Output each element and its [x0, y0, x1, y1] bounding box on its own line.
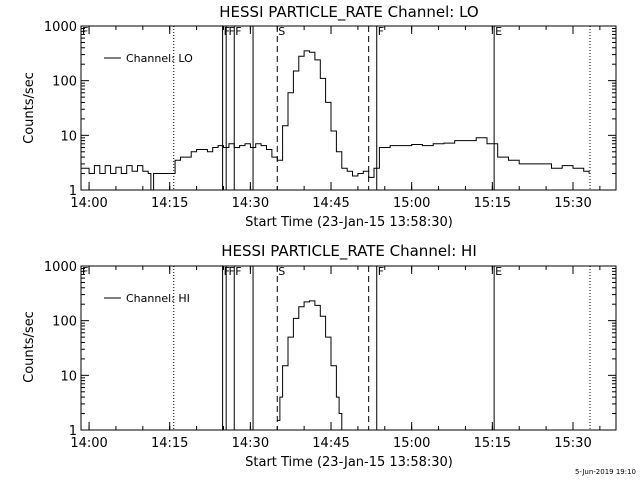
event-marker-label: F	[224, 265, 230, 278]
plot-panel-hi: HESSI PARTICLE_RATE Channel: HI Start Ti…	[22, 242, 617, 470]
y-tick-label: 1000	[44, 20, 77, 35]
chart-title: HESSI PARTICLE_RATE Channel: HI	[221, 242, 477, 261]
x-tick-label: 14:00	[70, 196, 107, 211]
event-marker-label: S	[278, 25, 285, 38]
x-tick-label: 15:30	[554, 436, 591, 451]
series-line	[81, 50, 590, 191]
y-tick-label: 1	[69, 424, 77, 439]
event-marker-label: F	[235, 25, 241, 38]
x-tick-label: 14:30	[232, 436, 269, 451]
y-axis-label: Counts/sec	[22, 72, 37, 144]
x-tick-label: 14:00	[70, 436, 107, 451]
event-marker-label: S	[278, 265, 285, 278]
x-axis-label: Start Time (23-Jan-15 13:58:30)	[245, 215, 453, 230]
x-tick-label: 14:15	[151, 436, 188, 451]
x-tick-label: 15:15	[474, 196, 511, 211]
series-line	[277, 300, 343, 430]
y-tick-label: 10	[60, 129, 77, 144]
y-axis-label: Counts/sec	[22, 311, 37, 383]
y-tick-label: 100	[52, 315, 77, 330]
event-marker-label: F	[229, 265, 235, 278]
y-tick-label: 10	[60, 369, 77, 384]
event-marker-label: F	[378, 265, 384, 278]
x-tick-label: 14:15	[151, 196, 188, 211]
y-tick-label: 1000	[44, 260, 77, 275]
plot-frame	[80, 25, 617, 191]
x-axis-label: Start Time (23-Jan-15 13:58:30)	[245, 455, 453, 470]
x-tick-label: 15:00	[393, 436, 430, 451]
x-tick-label: 15:30	[554, 196, 591, 211]
plot-frame	[80, 265, 617, 431]
x-tick-label: 14:45	[312, 436, 349, 451]
legend-label: Channel: LO	[126, 52, 193, 65]
date-stamp: 5-Jun-2019 19:10	[575, 468, 636, 476]
x-tick-label: 14:45	[312, 196, 349, 211]
x-tick-label: 14:30	[232, 196, 269, 211]
event-marker-label: E	[495, 265, 502, 278]
event-marker-label: E	[495, 25, 502, 38]
x-tick-label: 15:15	[474, 436, 511, 451]
plot-panel-lo: HESSI PARTICLE_RATE Channel: LO Start Ti…	[22, 3, 617, 230]
y-tick-label: 100	[52, 75, 77, 90]
event-marker-label: F	[378, 25, 384, 38]
y-tick-label: 1	[69, 184, 77, 199]
event-marker-label: F	[82, 265, 88, 278]
event-marker-label: F	[235, 265, 241, 278]
legend-label: Channel: HI	[126, 292, 190, 305]
event-marker-label: F	[82, 25, 88, 38]
x-tick-label: 15:00	[393, 196, 430, 211]
chart-title: HESSI PARTICLE_RATE Channel: LO	[219, 3, 478, 22]
event-marker-label: F	[224, 25, 230, 38]
event-marker-label: F	[229, 25, 235, 38]
